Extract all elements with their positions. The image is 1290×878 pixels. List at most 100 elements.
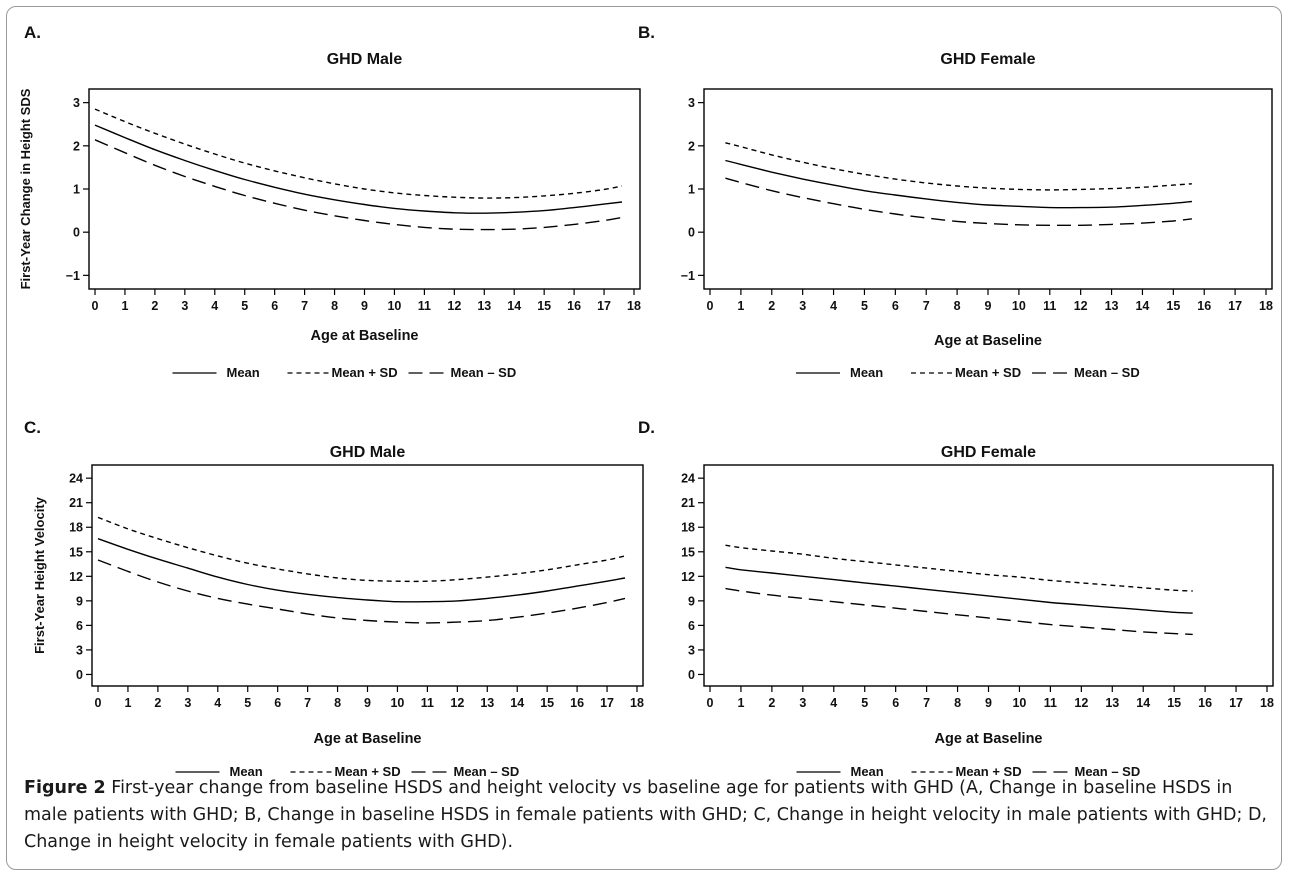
panel-3-x-tick-label: 2 bbox=[154, 696, 161, 710]
panel-2-x-tick-label: 0 bbox=[707, 299, 714, 313]
panel-1-series-line-1 bbox=[94, 124, 623, 214]
panel-3-x-tick-label: 9 bbox=[364, 696, 371, 710]
panel-3-x-tick-label: 1 bbox=[124, 696, 131, 710]
panel-4-x-tick-label: 2 bbox=[768, 696, 775, 710]
panel-2-legend-label-1: Mean bbox=[850, 365, 883, 380]
panel-1-y-tick-label: 3 bbox=[73, 96, 80, 110]
panel-3-y-tick-label: 15 bbox=[69, 545, 83, 559]
panel-3-x-tick-label: 4 bbox=[214, 696, 221, 710]
panel-1-x-tick-label: 1 bbox=[121, 299, 128, 313]
panel-1-x-tick-label: 13 bbox=[477, 299, 491, 313]
panel-4-series-line-3 bbox=[725, 587, 1193, 636]
panel-2-axes-frame bbox=[703, 88, 1273, 290]
panel-1-series-line-2 bbox=[94, 108, 623, 199]
panel-1-y-axis-label: First-Year Change in Height SDS bbox=[18, 88, 33, 289]
panel-3-x-tick-label: 0 bbox=[95, 696, 102, 710]
panel-4-x-tick-label: 0 bbox=[707, 696, 714, 710]
panel-4-x-tick-label: 13 bbox=[1105, 696, 1119, 710]
panel-2-x-tick-label: 1 bbox=[737, 299, 744, 313]
panel-2-series-line-1 bbox=[725, 159, 1192, 209]
panel-4-y-tick-label: 12 bbox=[681, 570, 695, 584]
panel-3-legend-label-3: Mean – SD bbox=[454, 764, 520, 779]
panel-3-legend-label-2: Mean + SD bbox=[335, 764, 401, 779]
panel-2-x-tick-label: 16 bbox=[1197, 299, 1211, 313]
panel-1-x-tick-label: 9 bbox=[361, 299, 368, 313]
panel-2-y-tick-label: 3 bbox=[688, 96, 695, 110]
panel-4-x-tick-label: 15 bbox=[1167, 696, 1181, 710]
panel-4-legend-label-1: Mean bbox=[851, 764, 884, 779]
panel-1-x-tick-label: 0 bbox=[92, 299, 99, 313]
panel-4-x-tick-label: 9 bbox=[985, 696, 992, 710]
panel-3-x-tick-label: 10 bbox=[390, 696, 404, 710]
panel-2-legend-label-3: Mean – SD bbox=[1074, 365, 1140, 380]
panel-4-y-tick-label: 0 bbox=[688, 668, 695, 682]
panel-2-series-line-3 bbox=[725, 177, 1192, 227]
panel-4-y-tick-label: 15 bbox=[681, 545, 695, 559]
panel-4-x-tick-label: 8 bbox=[954, 696, 961, 710]
panel-1-x-tick-label: 2 bbox=[151, 299, 158, 313]
panel-2-x-tick-label: 15 bbox=[1166, 299, 1180, 313]
panel-2-x-tick-label: 5 bbox=[861, 299, 868, 313]
panel-2-x-tick-label: 11 bbox=[1043, 299, 1056, 313]
panel-4-x-tick-label: 10 bbox=[1012, 696, 1026, 710]
panel-3-legend-label-1: Mean bbox=[230, 764, 263, 779]
panel-3-series-line-3 bbox=[97, 559, 626, 624]
panel-2-y-tick-label: 0 bbox=[688, 226, 695, 240]
panel-4-x-tick-label: 11 bbox=[1044, 696, 1057, 710]
panel-3-x-tick-label: 12 bbox=[450, 696, 464, 710]
panel-1-x-tick-label: 15 bbox=[537, 299, 551, 313]
panel-1-x-tick-label: 16 bbox=[567, 299, 581, 313]
figure-caption: Figure 2 First-year change from baseline… bbox=[24, 775, 1269, 856]
panel-3-x-tick-label: 13 bbox=[480, 696, 494, 710]
panel-4-x-tick-label: 4 bbox=[830, 696, 837, 710]
panel-2-y-tick-label: 1 bbox=[688, 183, 695, 197]
panel-4-y-tick-label: 21 bbox=[681, 496, 695, 510]
panel-3-y-tick-label: 12 bbox=[69, 570, 83, 584]
panel-3-x-axis-label: Age at Baseline bbox=[314, 731, 422, 747]
panel-3-x-tick-label: 14 bbox=[510, 696, 524, 710]
panel-1-x-axis-label: Age at Baseline bbox=[311, 328, 419, 344]
caption-label: Figure 2 bbox=[24, 778, 106, 798]
panel-2-x-tick-label: 6 bbox=[892, 299, 899, 313]
panel-2-x-tick-label: 13 bbox=[1105, 299, 1119, 313]
panel-4-x-tick-label: 18 bbox=[1260, 696, 1274, 710]
panel-1-series-line-3 bbox=[94, 139, 623, 231]
panel-2-label: B. bbox=[638, 23, 655, 42]
panel-2-x-tick-label: 4 bbox=[830, 299, 837, 313]
panel-2-x-tick-label: 7 bbox=[923, 299, 930, 313]
panel-3-x-tick-label: 5 bbox=[244, 696, 251, 710]
panel-1-legend-label-1: Mean bbox=[227, 365, 260, 380]
panel-1-x-tick-label: 14 bbox=[507, 299, 521, 313]
panel-3-x-tick-label: 3 bbox=[184, 696, 191, 710]
panel-3-axes-frame bbox=[91, 464, 644, 687]
panel-2-series-line-2 bbox=[725, 142, 1192, 191]
panel-4-series-line-2 bbox=[725, 544, 1193, 592]
panel-1-legend-label-3: Mean – SD bbox=[451, 365, 517, 380]
panel-1-x-tick-label: 17 bbox=[597, 299, 611, 313]
figure-frame bbox=[6, 6, 1282, 870]
panel-4-y-tick-label: 3 bbox=[688, 643, 695, 657]
panel-3-x-tick-label: 15 bbox=[540, 696, 554, 710]
panel-4-x-axis-label: Age at Baseline bbox=[935, 731, 1043, 747]
panel-3-x-tick-label: 7 bbox=[304, 696, 311, 710]
panel-3-y-tick-label: 3 bbox=[76, 643, 83, 657]
panel-2-legend-label-2: Mean + SD bbox=[955, 365, 1021, 380]
panel-3-x-tick-label: 8 bbox=[334, 696, 341, 710]
panel-2-x-tick-label: 8 bbox=[954, 299, 961, 313]
panel-2-x-tick-label: 2 bbox=[768, 299, 775, 313]
panel-2-x-tick-label: 10 bbox=[1012, 299, 1026, 313]
panel-4-legend-label-2: Mean + SD bbox=[956, 764, 1022, 779]
panel-3-title: GHD Male bbox=[330, 444, 406, 461]
panel-3-y-tick-label: 18 bbox=[69, 521, 83, 535]
panel-1-x-tick-label: 3 bbox=[181, 299, 188, 313]
panel-3-series-line-2 bbox=[97, 516, 626, 583]
panel-4-y-tick-label: 24 bbox=[681, 472, 695, 486]
panel-1-x-tick-label: 4 bbox=[211, 299, 218, 313]
panel-2-x-tick-label: 9 bbox=[985, 299, 992, 313]
panel-2-x-tick-label: 14 bbox=[1135, 299, 1149, 313]
panel-1-x-tick-label: 10 bbox=[387, 299, 401, 313]
panel-4-y-tick-label: 18 bbox=[681, 521, 695, 535]
panel-4-y-tick-label: 9 bbox=[688, 594, 695, 608]
panel-1-x-tick-label: 7 bbox=[301, 299, 308, 313]
